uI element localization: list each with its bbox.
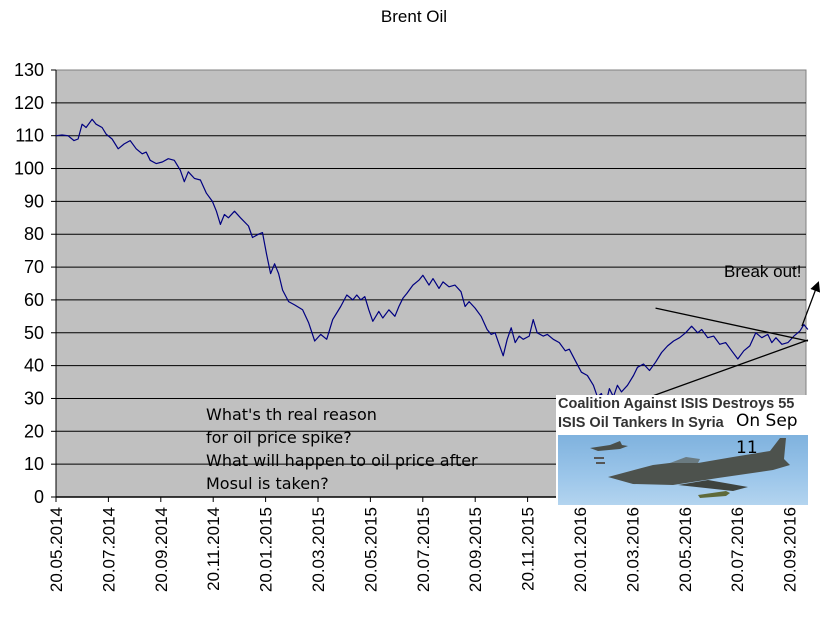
x-tick-label: 20.11.2015: [519, 507, 538, 591]
breakout-arrow: [801, 281, 821, 327]
fighter-jet-icon: [590, 438, 790, 498]
y-tick-label: 110: [15, 126, 44, 146]
x-axis: 20.05.2014 20.07.2014 20.09.2014 20.11.2014…: [47, 496, 806, 592]
news-clipping: Coalition Against ISIS Destroys 55 ISIS …: [556, 395, 808, 505]
note-line: What will happen to oil price after: [206, 451, 478, 470]
note-line: What's th real reason: [206, 405, 377, 424]
fighter-jet-photo: [558, 435, 808, 505]
y-tick-label: 70: [24, 257, 44, 277]
y-tick-label: 80: [24, 224, 44, 244]
news-date: 11: [736, 438, 758, 458]
x-tick-label: 20.07.2016: [728, 507, 747, 592]
y-tick-label: 10: [24, 454, 44, 474]
y-axis: 0 10 20 30 40 50 60 70 80 90 100 110 120 130: [14, 60, 57, 507]
news-headline: Coalition Against ISIS Destroys 55 ISIS …: [558, 395, 794, 433]
x-tick-label: 20.03.2015: [309, 507, 328, 592]
y-tick-label: 50: [24, 323, 44, 343]
x-tick-label: 20.07.2015: [414, 507, 433, 592]
x-tick-label: 20.07.2014: [99, 507, 118, 592]
note-line: Mosul is taken?: [206, 474, 329, 493]
y-tick-label: 130: [14, 60, 44, 80]
x-tick-label: 20.09.2015: [466, 507, 485, 592]
news-date-prefix: On Sep: [736, 411, 798, 431]
y-tick-label: 100: [14, 159, 44, 179]
x-tick-label: 20.11.2014: [204, 507, 223, 591]
news-headline-line: ISIS Oil Tankers In Syria: [558, 415, 724, 431]
y-tick-label: 90: [24, 191, 44, 211]
trendline-upper-resistance: [655, 307, 809, 342]
note-annotation: What's th real reason for oil price spik…: [206, 405, 478, 493]
trendlines: [645, 281, 821, 400]
x-tick-label: 20.09.2014: [152, 507, 171, 592]
y-tick-label: 40: [24, 356, 44, 376]
x-tick-label: 20.09.2016: [781, 507, 800, 592]
x-tick-label: 20.03.2016: [623, 507, 642, 592]
x-tick-label: 20.05.2016: [676, 507, 695, 592]
x-tick-label: 20.05.2015: [361, 507, 380, 592]
x-tick-label: 20.01.2016: [571, 507, 590, 592]
y-tick-label: 0: [34, 487, 44, 507]
series-line-brent-oil: [55, 118, 809, 406]
x-tick-label: 20.05.2014: [47, 507, 66, 592]
series-layer: [55, 118, 809, 406]
chart-title: Brent Oil: [381, 7, 447, 26]
news-headline-line: Coalition Against ISIS Destroys 55: [558, 396, 795, 412]
y-tick-label: 120: [14, 93, 44, 113]
note-line: for oil price spike?: [206, 428, 352, 447]
x-tick-label: 20.01.2015: [257, 507, 276, 592]
breakout-label: Break out!: [724, 262, 802, 281]
y-tick-label: 60: [24, 290, 44, 310]
y-tick-label: 20: [24, 421, 44, 441]
trendline-lower-support: [645, 339, 809, 400]
y-tick-label: 30: [24, 388, 44, 408]
